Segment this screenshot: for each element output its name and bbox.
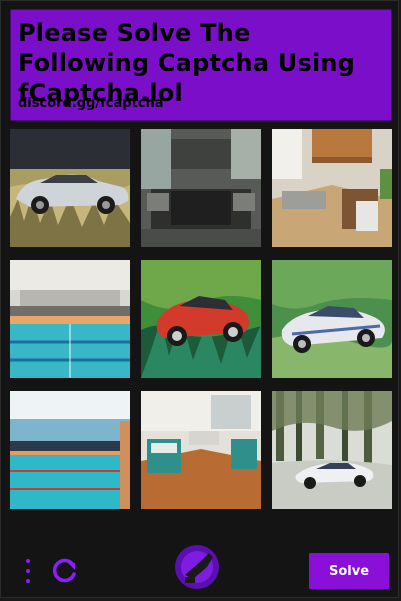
- solve-button[interactable]: Solve: [309, 553, 389, 589]
- car-in-forest-image: [272, 391, 392, 509]
- tile-dark-kitchen[interactable]: [141, 129, 261, 247]
- captcha-title: Please Solve The Following Captcha Using…: [18, 19, 356, 107]
- kitchen-room-image: [141, 391, 261, 509]
- tile-indoor-pool-2[interactable]: [10, 391, 130, 509]
- indoor-pool-image: [10, 260, 130, 378]
- tile-indoor-pool[interactable]: [10, 260, 130, 378]
- dark-kitchen-image: [141, 129, 261, 247]
- image-grid: [10, 129, 392, 511]
- tile-bright-kitchen[interactable]: [272, 129, 392, 247]
- captcha-header: Please Solve The Following Captcha Using…: [10, 9, 392, 121]
- fcaptcha-logo-icon: [171, 543, 223, 591]
- tile-vintage-car-grass[interactable]: [10, 129, 130, 247]
- refresh-icon[interactable]: [49, 555, 79, 585]
- captcha-subtitle: discord.gg/fcaptcha: [18, 96, 164, 111]
- vintage-car-image: [10, 129, 130, 247]
- bright-kitchen-image: [272, 129, 392, 247]
- tile-red-car-painted[interactable]: [141, 260, 261, 378]
- tile-car-in-forest[interactable]: [272, 391, 392, 509]
- vertical-dots-icon[interactable]: [23, 559, 33, 583]
- tile-white-sports-car-painted[interactable]: [272, 260, 392, 378]
- indoor-pool-image-2: [10, 391, 130, 509]
- white-sports-car-image: [272, 260, 392, 378]
- tile-kitchen-room[interactable]: [141, 391, 261, 509]
- red-car-image: [141, 260, 261, 378]
- captcha-footer: Solve: [1, 521, 401, 601]
